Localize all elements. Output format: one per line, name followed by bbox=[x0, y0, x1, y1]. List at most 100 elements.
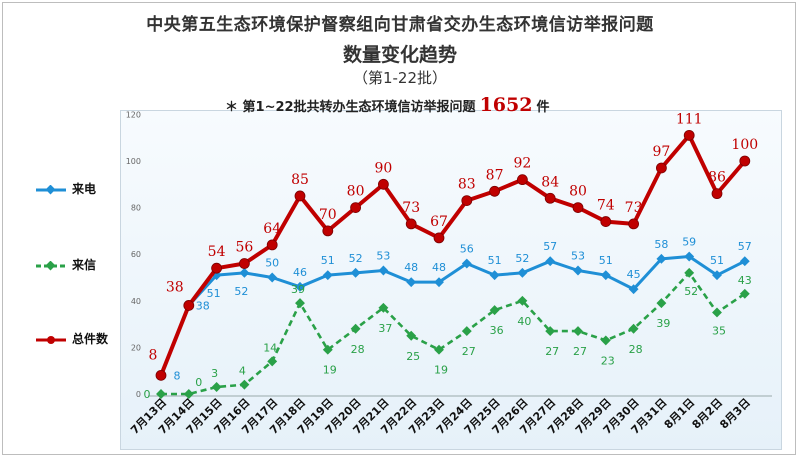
data-label-phone: 38 bbox=[196, 299, 210, 312]
data-label-letter: 19 bbox=[434, 364, 448, 377]
data-label-letter: 39 bbox=[291, 283, 305, 296]
point-phone bbox=[406, 277, 417, 288]
point-letter bbox=[267, 356, 278, 367]
data-label-letter: 0 bbox=[144, 388, 151, 401]
legend-swatch-total bbox=[36, 335, 66, 344]
point-letter bbox=[739, 288, 750, 299]
data-label-total: 111 bbox=[676, 111, 703, 127]
point-total bbox=[266, 239, 278, 251]
point-total bbox=[711, 188, 723, 200]
point-total bbox=[350, 202, 362, 214]
data-label-total: 54 bbox=[208, 244, 226, 260]
plot-panel bbox=[120, 110, 782, 450]
point-total bbox=[628, 218, 639, 230]
data-label-total: 80 bbox=[569, 184, 587, 200]
data-label-letter: 25 bbox=[406, 350, 420, 363]
point-total bbox=[183, 300, 195, 311]
data-label-letter: 4 bbox=[239, 365, 246, 378]
point-letter bbox=[517, 295, 528, 306]
point-letter bbox=[712, 307, 722, 318]
data-label-total: 100 bbox=[731, 137, 758, 153]
x-tick-label: 8月1日 bbox=[662, 396, 698, 432]
point-letter bbox=[489, 305, 500, 316]
point-total bbox=[405, 218, 417, 230]
data-label-phone: 59 bbox=[682, 236, 696, 249]
point-total bbox=[683, 129, 695, 141]
data-label-total: 38 bbox=[166, 279, 184, 295]
point-letter bbox=[545, 326, 556, 337]
data-label-phone: 52 bbox=[234, 285, 248, 298]
y-tick-label: 20 bbox=[131, 343, 141, 352]
data-label-letter: 40 bbox=[517, 315, 531, 328]
point-total bbox=[461, 195, 473, 207]
data-label-total: 73 bbox=[402, 200, 420, 216]
data-label-phone: 46 bbox=[293, 266, 307, 279]
data-label-letter: 27 bbox=[462, 345, 476, 358]
point-total bbox=[238, 258, 250, 269]
data-label-total: 64 bbox=[263, 221, 281, 237]
y-tick-label: 100 bbox=[126, 157, 141, 166]
chart-frame bbox=[2, 2, 796, 455]
data-label-phone: 50 bbox=[265, 257, 279, 270]
data-label-total: 87 bbox=[486, 167, 504, 183]
point-letter bbox=[350, 323, 361, 334]
point-phone bbox=[712, 270, 722, 281]
point-phone bbox=[573, 265, 583, 276]
chart-batch-range: （第1-22批） bbox=[352, 69, 448, 87]
legend-label-phone: 来电 bbox=[72, 182, 97, 196]
data-label-letter: 52 bbox=[684, 285, 698, 298]
point-phone bbox=[517, 267, 528, 278]
point-letter bbox=[378, 302, 389, 313]
point-total bbox=[600, 216, 612, 227]
data-label-total: 74 bbox=[597, 198, 615, 214]
data-label-letter: 28 bbox=[629, 343, 643, 356]
data-label-phone: 51 bbox=[599, 254, 613, 267]
point-total bbox=[211, 262, 223, 274]
data-label-letter: 14 bbox=[263, 341, 277, 354]
point-letter bbox=[656, 298, 667, 309]
point-phone bbox=[600, 270, 611, 281]
point-total bbox=[544, 192, 556, 204]
y-tick-label: 80 bbox=[131, 204, 141, 213]
data-label-total: 56 bbox=[235, 240, 253, 256]
data-label-total: 70 bbox=[319, 207, 337, 223]
total-note-suffix: 件 bbox=[536, 100, 550, 115]
total-note-prefix: ＊ 第1~22批共转办生态环境信访举报问题 bbox=[225, 100, 476, 115]
chart-subtitle: 数量变化趋势 bbox=[342, 44, 457, 66]
data-label-letter: 19 bbox=[323, 364, 337, 377]
data-label-total: 67 bbox=[430, 214, 448, 230]
point-letter bbox=[434, 344, 444, 355]
data-label-total: 84 bbox=[541, 174, 559, 190]
x-tick-label: 8月2日 bbox=[690, 396, 726, 432]
series-line-phone bbox=[159, 255, 746, 376]
data-label-letter: 0 bbox=[195, 376, 202, 389]
point-letter bbox=[239, 379, 250, 390]
point-total bbox=[322, 225, 334, 237]
point-phone bbox=[322, 270, 333, 281]
data-label-phone: 53 bbox=[571, 250, 585, 263]
legend-item-total: 总件数 bbox=[34, 330, 108, 347]
data-label-phone: 52 bbox=[515, 252, 529, 265]
data-label-total: 90 bbox=[374, 160, 392, 176]
data-label-phone: 8 bbox=[174, 369, 181, 382]
data-label-phone: 57 bbox=[543, 240, 557, 253]
point-total bbox=[489, 185, 501, 197]
data-label-phone: 51 bbox=[207, 287, 221, 300]
y-tick-label: 60 bbox=[131, 250, 141, 259]
point-phone bbox=[628, 284, 639, 295]
data-label-phone: 52 bbox=[349, 252, 363, 265]
data-label-total: 97 bbox=[652, 144, 670, 160]
point-phone bbox=[239, 267, 250, 278]
point-letter bbox=[211, 382, 222, 392]
x-tick-label: 8月3日 bbox=[717, 396, 753, 432]
data-label-letter: 3 bbox=[211, 367, 218, 380]
point-letter bbox=[183, 389, 194, 399]
data-label-total: 8 bbox=[149, 347, 158, 363]
total-count: 1652 bbox=[479, 94, 533, 116]
point-letter bbox=[628, 323, 639, 334]
point-letter bbox=[600, 335, 611, 346]
legend-label-total: 总件数 bbox=[72, 332, 109, 346]
point-phone bbox=[267, 272, 278, 283]
data-label-letter: 35 bbox=[712, 324, 726, 337]
point-total bbox=[572, 202, 584, 214]
